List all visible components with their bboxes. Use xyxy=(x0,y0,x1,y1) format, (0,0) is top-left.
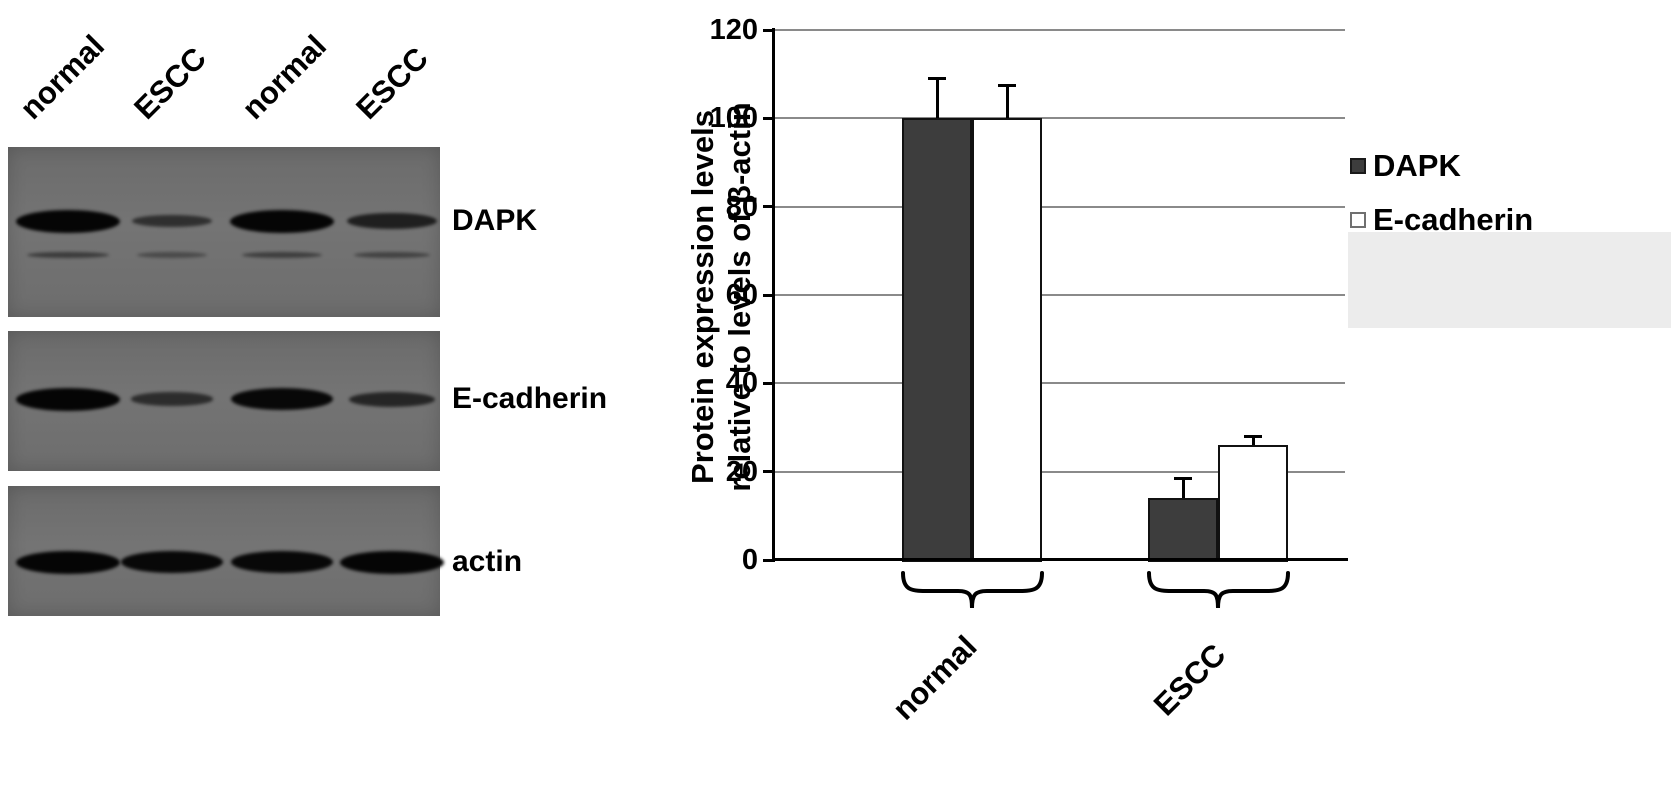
blot-panel-actin xyxy=(8,486,444,616)
gridline xyxy=(775,117,1345,120)
error-bar-cap xyxy=(998,83,1016,87)
y-axis-tick xyxy=(763,558,775,562)
y-axis-tick-label: 100 xyxy=(709,102,758,135)
y-axis-tick-label: 0 xyxy=(741,544,758,576)
bar-dapk-escc xyxy=(1148,498,1218,562)
blot-lane-label: normal xyxy=(13,28,112,127)
legend-swatch-dapk xyxy=(1350,158,1366,174)
blot-lane-label: ESCC xyxy=(349,40,435,127)
blot-band xyxy=(16,209,120,233)
y-axis-tick-label: 60 xyxy=(725,279,758,311)
blot-band xyxy=(16,550,120,574)
chart-legend: DAPK E-cadherin xyxy=(1350,148,1533,256)
gridline xyxy=(775,29,1345,31)
y-axis-tick-label: 40 xyxy=(725,367,758,400)
blot-band xyxy=(120,550,224,574)
y-axis-tick xyxy=(763,116,775,120)
blot-band-secondary xyxy=(354,252,430,258)
blot-panel-e-cadherin xyxy=(8,331,440,471)
blot-lane-label: normal xyxy=(235,28,334,127)
error-bar xyxy=(1005,85,1009,119)
gridline xyxy=(775,382,1345,385)
gridline xyxy=(775,294,1345,296)
legend-backdrop xyxy=(1348,232,1671,328)
y-axis-line xyxy=(772,28,775,562)
y-axis-tick-label: 120 xyxy=(709,14,758,46)
y-axis-tick xyxy=(763,28,775,32)
x-axis-line xyxy=(772,558,1348,561)
legend-label: DAPK xyxy=(1373,148,1461,183)
y-axis-tick xyxy=(763,470,775,474)
bar-e-cadherin-normal xyxy=(972,118,1042,562)
blot-band xyxy=(130,392,214,406)
bar-e-cadherin-escc xyxy=(1218,445,1288,562)
gridline xyxy=(775,470,1345,473)
blot-band xyxy=(230,209,334,233)
group-brace-normal xyxy=(901,571,1044,609)
x-category-label-escc: ESCC xyxy=(1146,636,1233,723)
gridline xyxy=(775,205,1345,208)
blot-band xyxy=(230,550,334,574)
legend-swatch-e-cadherin xyxy=(1350,212,1366,228)
y-axis-tick-label: 20 xyxy=(725,455,758,488)
blot-band xyxy=(349,391,435,407)
legend-item-e-cadherin: E-cadherin xyxy=(1350,202,1533,238)
blot-band-secondary xyxy=(27,252,109,258)
blot-lane-label: ESCC xyxy=(127,40,213,127)
error-bar xyxy=(1251,436,1255,446)
blot-band xyxy=(131,214,213,228)
error-bar-cap xyxy=(1244,434,1262,438)
blot-band xyxy=(340,550,444,574)
blot-band xyxy=(16,387,120,411)
blot-row-label-actin: actin xyxy=(452,545,523,578)
error-bar-cap xyxy=(1174,476,1192,480)
x-category-label-normal: normal xyxy=(885,628,984,727)
y-axis-tick xyxy=(763,381,775,385)
error-bar xyxy=(1181,478,1185,499)
group-brace-escc xyxy=(1147,571,1290,609)
error-bar-cap xyxy=(928,77,946,81)
error-bar xyxy=(935,78,939,119)
blot-band-secondary xyxy=(242,252,322,258)
blot-band-secondary xyxy=(137,252,207,258)
y-axis-tick-label: 80 xyxy=(725,190,758,223)
blot-panel-dapk xyxy=(8,147,440,317)
legend-item-dapk: DAPK xyxy=(1350,148,1533,184)
blot-band xyxy=(230,387,334,411)
legend-label: E-cadherin xyxy=(1373,202,1534,237)
y-axis-tick xyxy=(763,293,775,297)
blot-row-label-dapk: DAPK xyxy=(452,204,538,237)
blot-row-label-e-cadherin: E-cadherin xyxy=(452,382,608,415)
y-axis-tick xyxy=(763,205,775,209)
bar-dapk-normal xyxy=(902,118,972,562)
blot-band xyxy=(347,212,437,230)
